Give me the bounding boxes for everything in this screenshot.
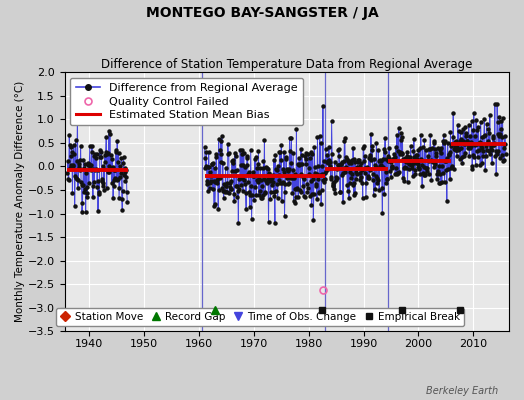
- Text: Berkeley Earth: Berkeley Earth: [425, 386, 498, 396]
- Text: MONTEGO BAY-SANGSTER / JA: MONTEGO BAY-SANGSTER / JA: [146, 6, 378, 20]
- Title: Difference of Station Temperature Data from Regional Average: Difference of Station Temperature Data f…: [101, 58, 473, 71]
- Y-axis label: Monthly Temperature Anomaly Difference (°C): Monthly Temperature Anomaly Difference (…: [15, 81, 25, 322]
- Legend: Station Move, Record Gap, Time of Obs. Change, Empirical Break: Station Move, Record Gap, Time of Obs. C…: [56, 308, 464, 326]
